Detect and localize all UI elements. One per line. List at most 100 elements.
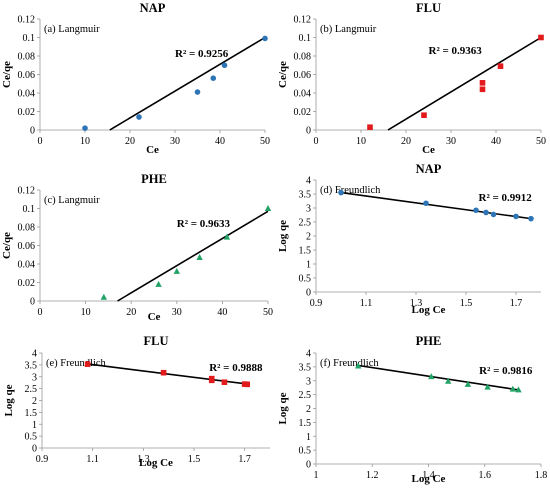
data-point: [513, 213, 519, 220]
data-point: [84, 361, 91, 367]
x-tick-label: 10: [81, 307, 91, 318]
y-tick-label: 1.5: [299, 246, 312, 257]
y-tick-label: 0.12: [294, 15, 312, 26]
data-point: [82, 125, 88, 131]
x-axis-label: Ce: [146, 144, 159, 156]
y-tick-label: 0.06: [18, 70, 36, 81]
r-squared-label: R² = 0.9363: [429, 45, 483, 57]
y-axis-label: Ce/qe: [1, 61, 13, 88]
r-squared-label: R² = 0.9256: [175, 48, 229, 60]
data-point: [479, 80, 486, 86]
y-tick-label: 0.08: [18, 223, 36, 234]
y-tick-label: 0: [30, 297, 35, 308]
x-axis-label: Ce: [422, 144, 435, 156]
data-point: [479, 86, 486, 93]
x-tick-label: 1.1: [86, 454, 99, 465]
y-tick-label: 0.08: [294, 52, 312, 63]
chart-panel-1: NAP 0 0.02 0.04 0.06 0.08 0.1 0.12 0 10 20 30 40 50 Ce…: [1, 1, 270, 156]
y-tick-label: 4: [32, 349, 37, 360]
data-point: [173, 267, 180, 274]
y-tick-label: 0.1: [23, 204, 36, 215]
y-tick-label: 2.5: [299, 218, 312, 229]
data-point: [497, 63, 504, 69]
data-point: [484, 383, 491, 390]
y-tick-label: 0.04: [18, 260, 36, 271]
chart-title: NAP: [140, 1, 166, 15]
x-tick-label: 30: [446, 136, 456, 147]
x-tick-label: 1: [314, 470, 319, 481]
y-tick-label: 0.08: [18, 52, 36, 63]
x-tick-label: 1.5: [188, 454, 201, 465]
x-tick-label: 0: [314, 136, 319, 147]
data-point: [421, 112, 427, 118]
data-point: [100, 293, 108, 300]
data-point: [264, 205, 272, 211]
x-tick-label: 40: [217, 307, 227, 318]
y-tick-label: 2: [306, 404, 311, 415]
y-tick-label: 0.04: [294, 89, 312, 100]
y-tick-label: 0: [306, 126, 311, 137]
data-point: [208, 377, 215, 384]
data-point: [483, 209, 489, 216]
x-axis-label: Log Ce: [412, 304, 446, 316]
chart-title: FLU: [416, 1, 441, 15]
data-point: [262, 35, 268, 42]
y-tick-label: 3.5: [25, 360, 38, 371]
y-tick-label: 0.1: [299, 33, 312, 44]
data-point: [428, 373, 435, 380]
data-point: [509, 385, 517, 392]
data-point: [354, 362, 362, 369]
trendline: [358, 364, 519, 391]
chart-title: NAP: [416, 162, 442, 176]
x-tick-label: 1.3: [137, 454, 150, 465]
chart-panel-2: FLU 0 0.02 0.04 0.06 0.08 0.1 0.12 0 10 20 30 40 50 Ce…: [277, 1, 546, 156]
trendline: [109, 36, 266, 131]
chart-panel-4: NAP 0 0.5 1 1.5 2 2.5 3 3.5 4 0.9 1.1 1.3 1.5 1.7 Log C…: [277, 162, 541, 316]
y-tick-label: 0: [306, 288, 311, 299]
y-tick-label: 0.02: [18, 107, 36, 118]
x-tick-label: 1.7: [238, 454, 251, 465]
y-tick-label: 4: [306, 349, 311, 360]
data-point: [423, 200, 429, 207]
data-point: [528, 215, 534, 222]
data-point: [538, 34, 544, 41]
x-tick-label: 0: [38, 307, 43, 318]
x-tick-label: 0.9: [36, 454, 49, 465]
y-tick-label: 1: [306, 432, 311, 443]
x-tick-label: 1.5: [460, 298, 473, 309]
y-tick-label: 0.5: [299, 274, 312, 285]
x-tick-label: 50: [536, 136, 546, 147]
x-tick-label: 20: [126, 307, 136, 318]
data-point: [194, 89, 201, 95]
x-tick-label: 40: [491, 136, 501, 147]
y-axis-label: Ce/qe: [277, 61, 289, 88]
y-tick-label: 3: [32, 372, 37, 383]
x-tick-label: 1.6: [479, 470, 492, 481]
panel-label: (d) Freundlich: [320, 185, 381, 196]
x-axis-label: Log Ce: [139, 457, 173, 469]
data-point: [160, 369, 167, 376]
panel-label: (f) Freundlich: [320, 358, 379, 369]
y-tick-label: 0.12: [18, 186, 36, 197]
x-tick-label: 1.8: [535, 470, 548, 481]
x-tick-label: 30: [172, 307, 182, 318]
x-tick-label: 10: [356, 136, 366, 147]
y-tick-label: 2.5: [299, 390, 312, 401]
panel-label: (b) Langmuir: [320, 24, 377, 35]
data-point: [338, 189, 344, 196]
x-tick-label: 1.1: [360, 298, 373, 309]
y-tick-label: 0: [30, 126, 35, 137]
x-tick-label: 0: [38, 136, 43, 147]
r-squared-label: R² = 0.9633: [177, 218, 231, 230]
y-tick-label: 3: [306, 204, 311, 215]
data-point: [196, 254, 203, 261]
y-tick-label: 0: [306, 460, 311, 471]
y-tick-label: 0.02: [294, 107, 312, 118]
y-tick-label: 3.5: [299, 362, 312, 373]
y-tick-label: 0.1: [23, 33, 36, 44]
y-tick-label: 3.5: [299, 190, 312, 201]
data-point: [136, 114, 142, 120]
x-tick-label: 1.4: [422, 470, 435, 481]
panel-label: (c) Langmuir: [44, 195, 100, 206]
